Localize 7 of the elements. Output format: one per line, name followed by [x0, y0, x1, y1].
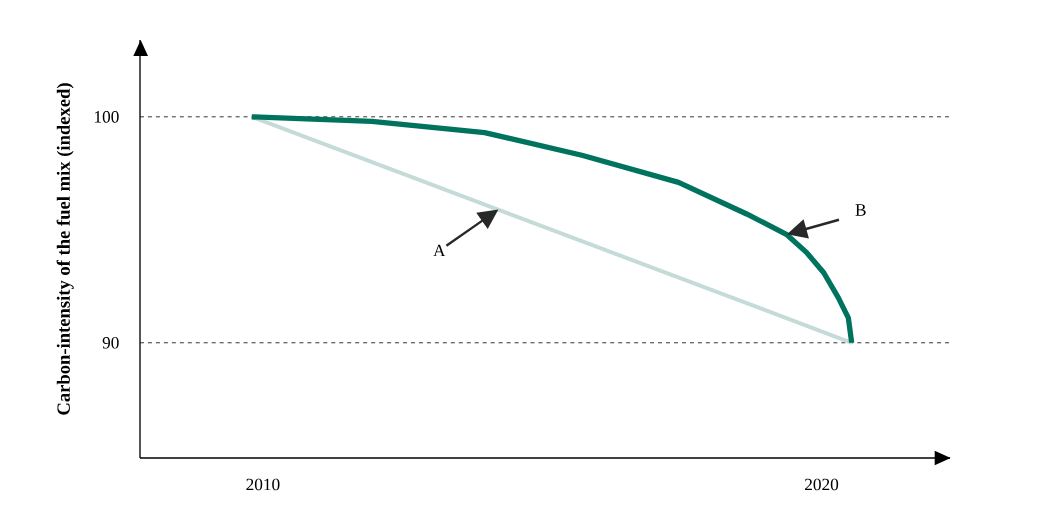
y-axis-title: Carbon-intensity of the fuel mix (indexed): [56, 83, 74, 415]
y-tick-label: 90: [102, 336, 119, 349]
x-tick-label: 2020: [805, 478, 839, 491]
y-tick-label: 100: [94, 111, 119, 123]
annotation: A: [433, 244, 446, 257]
x-tick-label: 2010: [246, 478, 280, 491]
annotation: B: [855, 204, 866, 216]
